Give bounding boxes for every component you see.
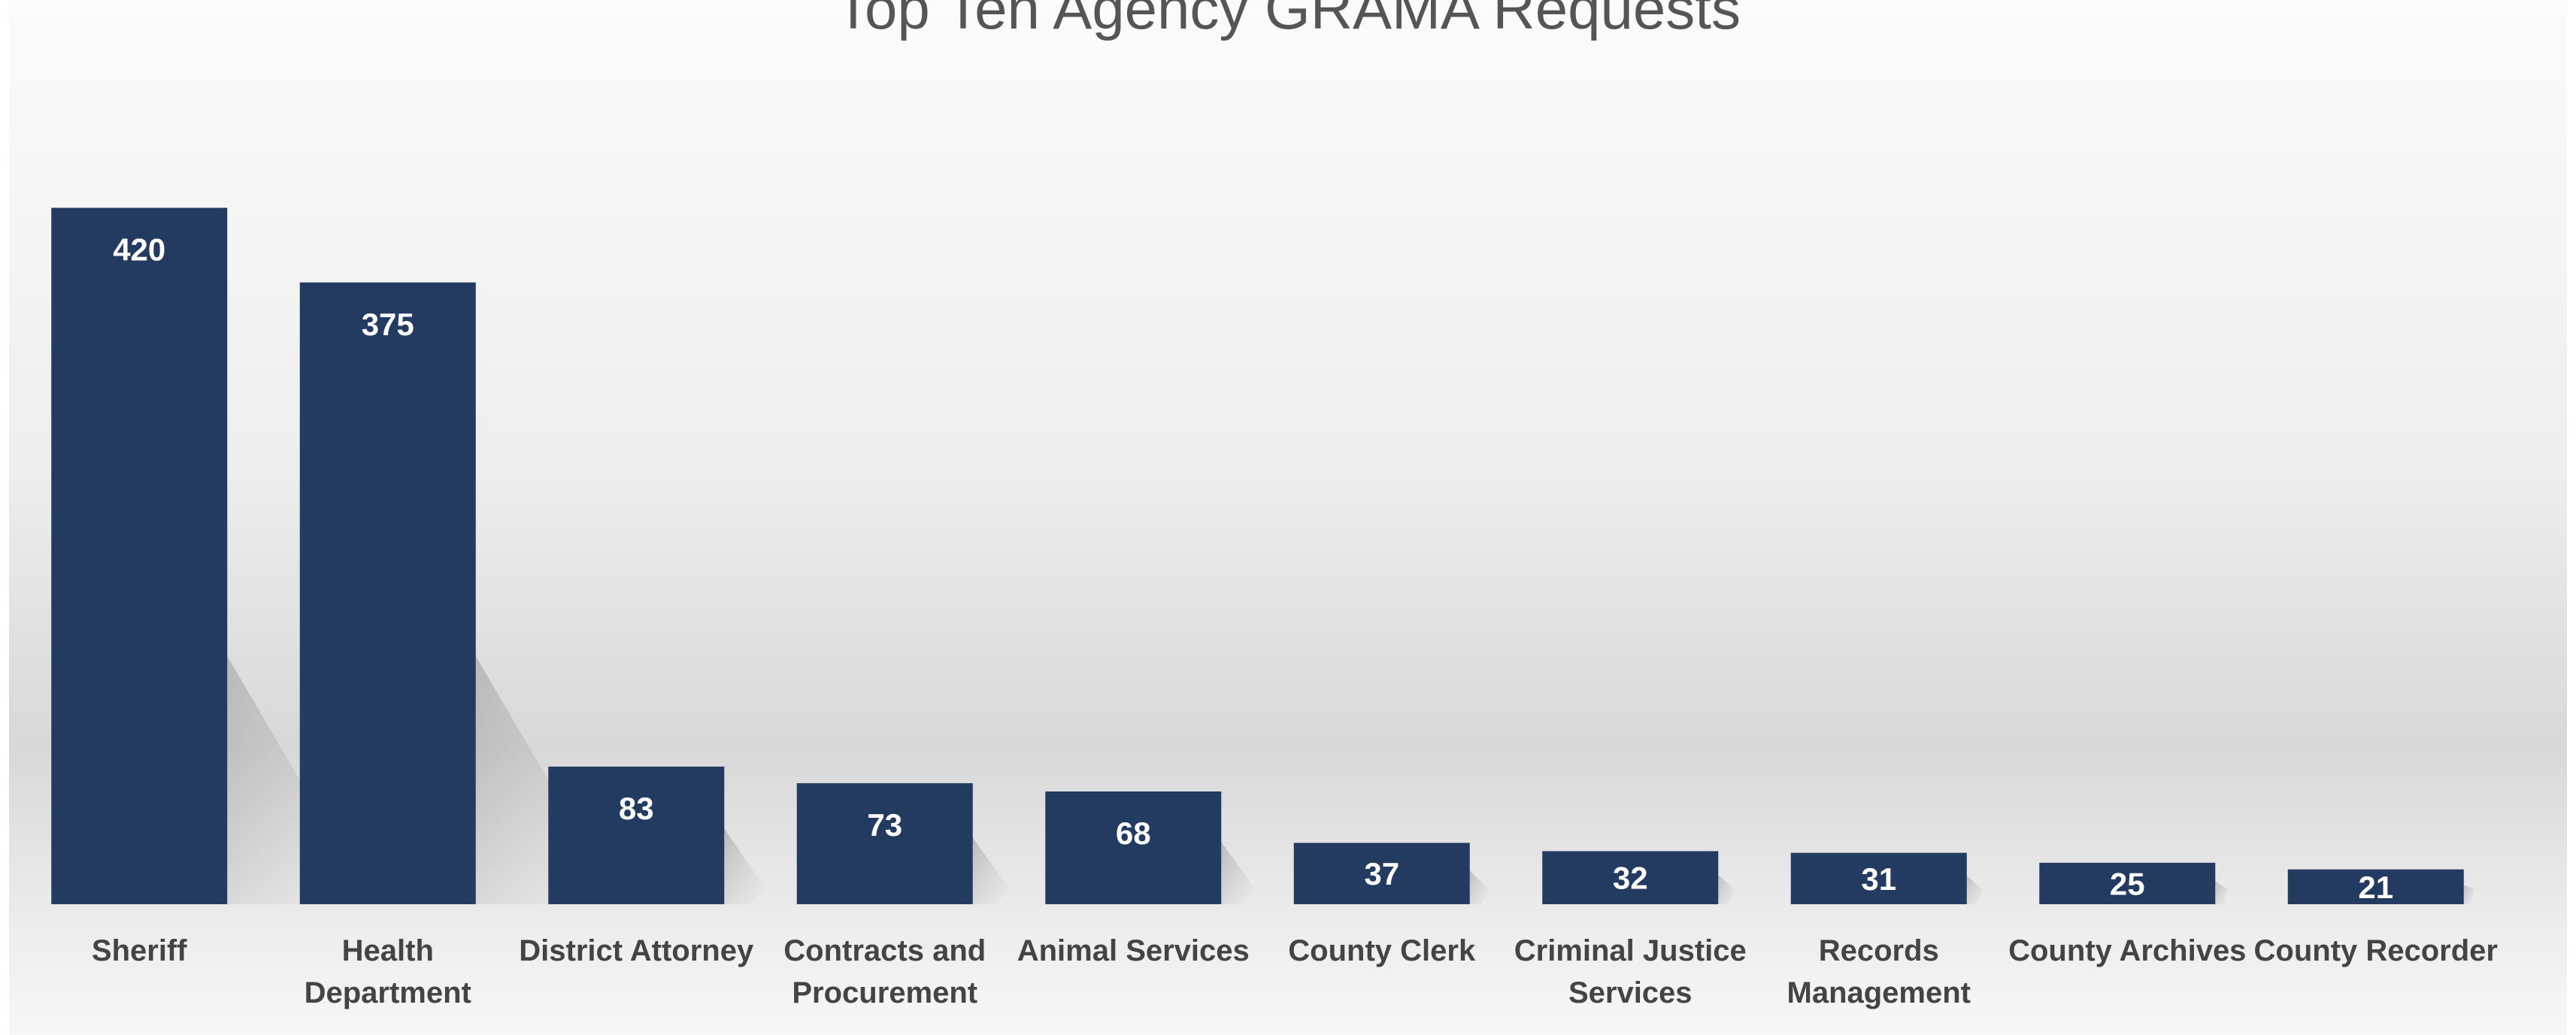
category-label: Sheriff bbox=[92, 934, 187, 967]
category-label-line: Management bbox=[1787, 976, 1971, 1009]
bar-shadow bbox=[972, 837, 1010, 904]
bar bbox=[1293, 843, 1470, 904]
bars-group bbox=[51, 207, 2464, 905]
bar bbox=[548, 766, 725, 904]
category-label-line: Sheriff bbox=[92, 934, 187, 967]
bar bbox=[1790, 852, 1967, 904]
value-labels-group: 420 375 83 73 68 37 32 31 25 21 bbox=[113, 232, 2393, 904]
category-label: County Recorder bbox=[2254, 934, 2499, 967]
category-label: County Archives bbox=[2008, 934, 2246, 967]
data-label: 68 bbox=[1116, 816, 1151, 851]
category-label-line: Procurement bbox=[792, 976, 977, 1009]
bar bbox=[1542, 851, 1719, 904]
bar-shadow bbox=[2215, 881, 2228, 904]
category-labels-group: Sheriff Health Department District Attorney… bbox=[92, 934, 2498, 1009]
data-label: 25 bbox=[2110, 866, 2145, 901]
data-label: 37 bbox=[1364, 856, 1399, 891]
data-label: 375 bbox=[362, 307, 414, 342]
category-label-line: Records bbox=[1819, 934, 1939, 967]
bar-shadow bbox=[2463, 885, 2474, 904]
bar bbox=[51, 207, 228, 905]
category-label-line: Services bbox=[1568, 976, 1693, 1009]
category-label-line: Department bbox=[305, 976, 471, 1009]
bar-shadow bbox=[1469, 870, 1489, 904]
category-label-line: Contracts and bbox=[783, 934, 986, 967]
data-label: 32 bbox=[1613, 861, 1648, 896]
category-label: Criminal Justice Services bbox=[1514, 934, 1747, 1009]
category-label-line: County Clerk bbox=[1288, 934, 1476, 967]
category-label: Records Management bbox=[1787, 934, 1971, 1009]
category-label: Contracts and Procurement bbox=[783, 934, 986, 1009]
bar bbox=[2039, 862, 2216, 904]
category-label-line: District Attorney bbox=[519, 934, 754, 967]
bar-shadow bbox=[724, 828, 766, 904]
chart-title: Top Ten Agency GRAMA Requests bbox=[835, 0, 1741, 41]
data-label: 420 bbox=[113, 232, 165, 267]
category-label: District Attorney bbox=[519, 934, 754, 967]
bar-shadow bbox=[1221, 842, 1256, 904]
category-label-line: County Recorder bbox=[2254, 934, 2499, 967]
bar bbox=[796, 782, 973, 904]
bar-shadow bbox=[1966, 876, 1983, 904]
bar-shadow bbox=[1718, 875, 1735, 904]
bar bbox=[299, 282, 476, 904]
data-label: 83 bbox=[619, 791, 654, 826]
category-label: Animal Services bbox=[1017, 934, 1250, 967]
data-label: 31 bbox=[1861, 861, 1896, 897]
category-label: County Clerk bbox=[1288, 934, 1476, 967]
data-label: 21 bbox=[2358, 870, 2393, 905]
category-label-line: Health bbox=[342, 934, 434, 967]
category-label-line: Criminal Justice bbox=[1514, 934, 1747, 967]
category-label-line: County Archives bbox=[2008, 934, 2246, 967]
data-label: 73 bbox=[867, 807, 902, 843]
bar bbox=[1045, 791, 1222, 904]
category-label-line: Animal Services bbox=[1017, 934, 1250, 967]
bar bbox=[2287, 869, 2464, 904]
category-label: Health Department bbox=[305, 934, 471, 1009]
